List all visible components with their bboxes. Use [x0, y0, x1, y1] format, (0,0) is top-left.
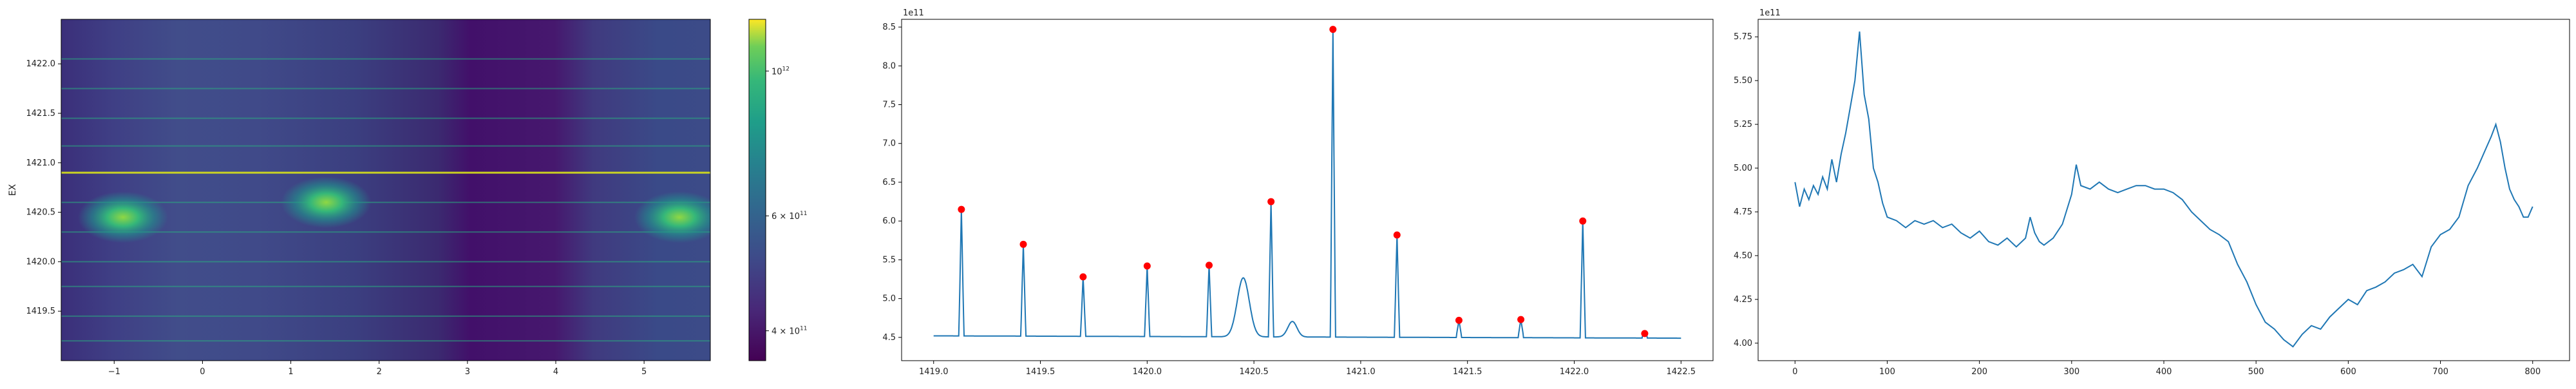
- peak-marker: [1205, 261, 1213, 269]
- trace-y-tick-label: 4.25: [1734, 295, 1752, 305]
- trace-x-tick-label: 700: [2432, 367, 2448, 377]
- peaks-x-tick-label: 1419.5: [1026, 367, 1056, 377]
- peaks-y-tick-label: 8.0: [882, 61, 896, 71]
- trace-x-tick-label: 400: [2156, 367, 2172, 377]
- peaks-y-tick-label: 8.5: [882, 23, 896, 32]
- heatmap-y-tick-label: 1420.0: [26, 257, 56, 267]
- colorbar: 1012 6 × 1011 4 × 1011: [748, 19, 807, 361]
- heatmap-y-tick-label: 1419.5: [26, 307, 56, 316]
- heatmap-bright-spot: [634, 191, 710, 243]
- peaks-series-line: [933, 29, 1681, 339]
- peaks-y-tick-label: 7.0: [882, 139, 896, 149]
- trace-x-tick-label: 800: [2524, 367, 2541, 377]
- heatmap-bright-spot: [78, 191, 168, 243]
- trace-y-tick-label: 5.00: [1734, 164, 1752, 173]
- heatmap-x-tick-label: 4: [553, 367, 558, 377]
- trace-x-tick-label: 500: [2248, 367, 2264, 377]
- colorbar-scale: [748, 19, 766, 361]
- heatmap-image: [61, 19, 710, 361]
- peaks-panel: 1e11 1419.0 1419.5 1420.0 1420.5 1421.0 1421.…: [882, 8, 1714, 377]
- heatmap-frame: [61, 19, 711, 361]
- peak-marker: [958, 205, 965, 213]
- trace-plot-area: [1757, 19, 2570, 361]
- peaks-x-tick-label: 1421.0: [1346, 367, 1376, 377]
- colorbar-tick-label: 4 × 1011: [772, 326, 807, 337]
- peaks-y-tick-label: 6.5: [882, 178, 896, 187]
- heatmap-y-tick-label: 1421.0: [26, 158, 56, 168]
- peak-marker: [1079, 273, 1087, 281]
- peak-marker: [1517, 316, 1525, 323]
- peaks-y-tick-label: 7.5: [882, 100, 896, 110]
- trace-y-tick-label: 4.00: [1734, 339, 1752, 348]
- peak-marker: [1329, 26, 1337, 33]
- peak-marker: [1579, 217, 1587, 225]
- trace-offset-label: 1e11: [1759, 8, 1781, 18]
- heatmap-y-tick-label: 1420.5: [26, 208, 56, 218]
- heatmap-y-tick-label: 1422.0: [26, 59, 56, 69]
- heatmap-y-tick-label: 1421.5: [26, 109, 56, 119]
- peaks-x-tick-label: 1421.5: [1453, 367, 1482, 377]
- trace-y-tick-label: 4.75: [1734, 207, 1752, 217]
- peak-marker: [1019, 240, 1027, 248]
- peaks-offset-label: 1e11: [903, 8, 924, 18]
- trace-x-tick-label: 200: [1971, 367, 1987, 377]
- peaks-y-tick-label: 5.0: [882, 294, 896, 304]
- heatmap-panel: −1 0 1 2 3 4 5 1419.5 1420.0 1420.5 1421.0 1421.5 14…: [8, 19, 711, 377]
- trace-y-tick-label: 4.50: [1734, 251, 1752, 261]
- heatmap-x-tick-label: 1: [288, 367, 293, 377]
- heatmap-x-tick-label: 0: [200, 367, 205, 377]
- peaks-y-tick-label: 6.0: [882, 216, 896, 226]
- trace-x-tick-label: 300: [2063, 367, 2079, 377]
- peak-marker: [1393, 231, 1401, 239]
- trace-y-tick-label: 5.75: [1734, 32, 1752, 42]
- colorbar-tick-label: 6 × 1011: [772, 211, 807, 222]
- peaks-y-tick-label: 4.5: [882, 333, 896, 343]
- peak-marker: [1455, 316, 1463, 324]
- heatmap-x-tick-label: 3: [465, 367, 470, 377]
- trace-panel: 1e11 0 100 200 300 400 500 600 700 800 4.00 4.25 4.…: [1734, 8, 2570, 377]
- heatmap-y-axis-label: EX: [8, 184, 18, 196]
- peaks-x-tick-label: 1420.5: [1239, 367, 1269, 377]
- heatmap-bright-spot: [281, 176, 372, 229]
- heatmap-x-tick-label: 2: [377, 367, 382, 377]
- trace-y-tick-label: 5.25: [1734, 120, 1752, 129]
- trace-series-line: [1794, 31, 2533, 348]
- peak-marker: [1143, 262, 1151, 270]
- trace-y-tick-label: 5.50: [1734, 76, 1752, 86]
- heatmap-x-tick-label: 5: [641, 367, 647, 377]
- trace-x-tick-label: 0: [1792, 367, 1797, 377]
- peaks-x-tick-label: 1422.0: [1560, 367, 1589, 377]
- peaks-y-tick-label: 5.5: [882, 255, 896, 265]
- peaks-plot-area: [901, 19, 1714, 361]
- peaks-x-tick-label: 1419.0: [919, 367, 949, 377]
- peak-marker: [1641, 330, 1649, 337]
- peaks-x-tick-label: 1422.5: [1667, 367, 1696, 377]
- heatmap-x-tick-label: −1: [108, 367, 120, 377]
- trace-x-tick-label: 600: [2340, 367, 2356, 377]
- peaks-x-tick-label: 1420.0: [1133, 367, 1162, 377]
- trace-x-tick-label: 100: [1879, 367, 1895, 377]
- peak-marker: [1267, 198, 1275, 205]
- colorbar-tick-label: 1012: [772, 66, 790, 77]
